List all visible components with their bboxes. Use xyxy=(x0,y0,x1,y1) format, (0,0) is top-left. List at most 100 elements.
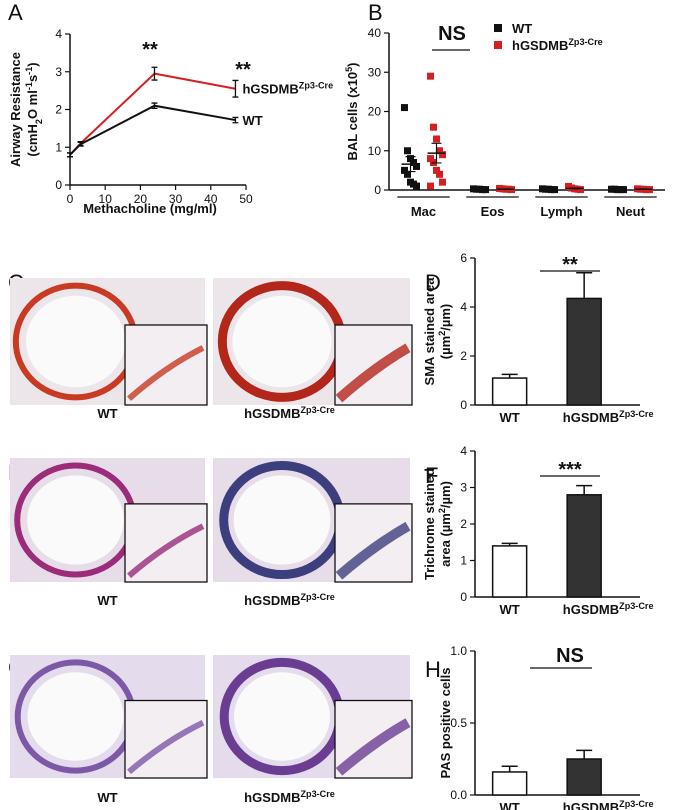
x-tick-label: 0 xyxy=(67,192,74,206)
image-caption: WT xyxy=(97,790,117,805)
y-axis-label-part: /µm) xyxy=(438,304,453,331)
y-axis-label-part: Airway Resistance xyxy=(8,52,23,167)
data-point xyxy=(427,72,434,80)
y-axis-label-part: BAL cells (x10 xyxy=(345,72,360,161)
image-caption-sup: Zp3-Cre xyxy=(300,592,334,602)
airway-lumen xyxy=(234,672,330,761)
x-tick-label: 10 xyxy=(99,192,113,206)
y-axis-label-part: (µm xyxy=(438,336,453,359)
y-axis-label-part: /µm) xyxy=(438,481,453,508)
airway-lumen xyxy=(25,295,126,388)
significance: *** xyxy=(558,459,582,481)
panel-letter: F xyxy=(425,463,438,488)
x-tick-label-part: WT xyxy=(500,602,520,617)
x-tick-label-sup: Zp3-Cre xyxy=(619,409,653,419)
series-label-part: hGSDMB xyxy=(242,82,298,97)
x-tick-label: WT xyxy=(500,410,520,425)
data-point xyxy=(404,147,411,155)
significance: ** xyxy=(142,39,158,61)
y-axis-label-sup: -1 xyxy=(24,82,34,90)
y-axis-label: area (µm2/µm) xyxy=(437,481,453,567)
x-tick-label: 40 xyxy=(204,192,218,206)
data-point xyxy=(404,170,411,178)
image-caption-part: WT xyxy=(97,406,117,421)
bar xyxy=(566,494,602,598)
y-tick-label: 4 xyxy=(460,300,467,314)
image-caption-part: hGSDMB xyxy=(244,593,300,608)
y-tick-label: 2 xyxy=(460,517,467,531)
y-tick-label: 1 xyxy=(55,140,62,154)
series-label-part: WT xyxy=(242,113,262,128)
y-tick-label: 30 xyxy=(368,65,382,79)
x-tick-label: WT xyxy=(500,800,520,810)
error-bar xyxy=(576,484,593,495)
legend-label-part: WT xyxy=(512,21,532,36)
image-caption: WT xyxy=(97,406,117,421)
x-tick-label-part: hGSDMB xyxy=(563,602,619,617)
y-axis-label: (µm2/µm) xyxy=(437,304,453,359)
data-point xyxy=(413,182,420,190)
significance: NS xyxy=(438,23,466,45)
inset-tissue xyxy=(127,523,205,579)
y-tick-label: 0.0 xyxy=(450,788,467,802)
bar xyxy=(566,297,602,406)
x-tick-label: WT xyxy=(500,602,520,617)
legend-label: WT xyxy=(512,21,532,36)
error-bar xyxy=(232,79,239,98)
error-bar xyxy=(232,116,239,124)
error-bar xyxy=(77,141,84,147)
series-line xyxy=(69,72,236,156)
x-tick-label: Eos xyxy=(481,204,505,219)
image-caption: hGSDMBZp3-Cre xyxy=(244,405,335,421)
error-bar xyxy=(151,102,158,110)
series-line xyxy=(69,104,236,156)
error-bar xyxy=(576,749,593,759)
y-axis-label-part: s xyxy=(25,75,40,82)
series-label: WT xyxy=(242,113,262,128)
x-tick-label: hGSDMBZp3-Cre xyxy=(563,601,654,617)
y-tick-label: 0 xyxy=(374,183,381,197)
y-axis-label-part: ) xyxy=(345,62,360,66)
x-tick-label-part: hGSDMB xyxy=(563,410,619,425)
y-axis-label-sup: 2 xyxy=(437,331,447,336)
data-point xyxy=(427,155,434,163)
y-tick-label: 0 xyxy=(55,178,62,192)
legend-swatch xyxy=(494,24,502,32)
y-axis-label-part: Trichrome stained xyxy=(422,468,437,580)
inset-tissue xyxy=(127,719,205,775)
inset-tissue xyxy=(335,521,411,580)
y-axis-label-part: SMA stained area xyxy=(422,277,437,386)
legend-label-sup: Zp3-Cre xyxy=(568,37,602,47)
data-point xyxy=(436,170,443,178)
x-tick-label: hGSDMBZp3-Cre xyxy=(563,409,654,425)
y-axis-label-part: (cmH xyxy=(25,124,40,157)
panel-letter: D xyxy=(425,270,441,295)
data-point xyxy=(430,123,437,131)
y-axis-label-sup: 2 xyxy=(437,508,447,513)
legend-label: hGSDMBZp3-Cre xyxy=(512,37,603,53)
series-label-sup: Zp3-Cre xyxy=(299,81,333,91)
y-tick-label: 2 xyxy=(460,349,467,363)
x-tick-label: hGSDMBZp3-Cre xyxy=(563,799,654,810)
data-point xyxy=(433,135,440,143)
data-point xyxy=(413,162,420,170)
image-caption: hGSDMBZp3-Cre xyxy=(244,592,335,608)
image-caption-sup: Zp3-Cre xyxy=(300,405,334,415)
y-axis-label-sup: -1 xyxy=(24,67,34,75)
x-tick-label-sup: Zp3-Cre xyxy=(619,799,653,809)
error-bar xyxy=(569,187,580,190)
x-tick-label: 30 xyxy=(169,192,183,206)
data-point xyxy=(401,166,408,174)
y-axis-label-part: PAS positive cells xyxy=(438,667,453,778)
data-point xyxy=(410,159,417,167)
panel-letter: B xyxy=(368,0,383,25)
panel-letter: A xyxy=(8,0,23,25)
bar xyxy=(566,758,602,796)
data-point xyxy=(427,182,434,190)
x-tick-label: 20 xyxy=(134,192,148,206)
y-tick-label: 3 xyxy=(460,481,467,495)
inset-tissue xyxy=(127,345,205,401)
x-tick-label: 50 xyxy=(239,192,253,206)
y-tick-label: 20 xyxy=(368,105,382,119)
